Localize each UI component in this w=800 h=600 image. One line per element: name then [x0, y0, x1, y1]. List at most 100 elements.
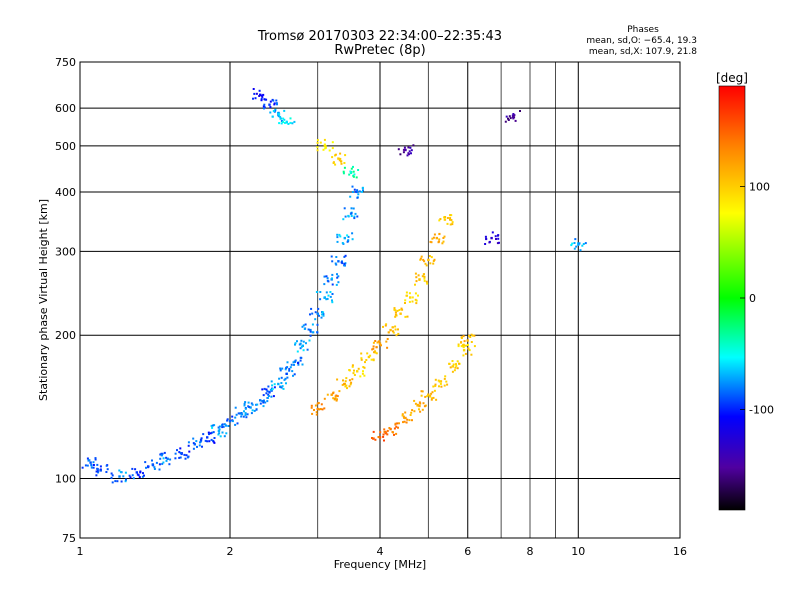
x-tick-label: 1: [77, 545, 84, 558]
data-point-scatter: [174, 457, 177, 460]
data-point-scatter: [398, 422, 400, 425]
data-point-scatter: [192, 442, 195, 445]
data-point-scatter: [272, 395, 275, 398]
x-tick-label: 8: [527, 545, 534, 558]
data-point-scatter: [241, 413, 244, 416]
data-point-scatter: [507, 117, 509, 120]
data-point-scatter: [331, 141, 334, 144]
data-point-scatter: [330, 255, 333, 258]
data-point: [330, 393, 333, 396]
data-point-scatter: [579, 249, 582, 252]
data-point: [118, 475, 121, 478]
data-point-scatter: [411, 409, 414, 412]
data-point-scatter: [289, 121, 292, 124]
data-point-scatter: [353, 374, 356, 376]
data-point-scatter: [434, 383, 437, 386]
data-point-scatter: [457, 343, 460, 346]
data-point-scatter: [450, 214, 453, 217]
data-point-scatter: [452, 363, 455, 366]
data-point-scatter: [446, 217, 449, 219]
data-point-scatter: [179, 447, 182, 450]
data-point-scatter: [309, 330, 312, 333]
data-point-scatter: [262, 93, 265, 96]
data-point-scatter: [310, 406, 313, 409]
data-point-scatter: [408, 419, 411, 422]
data-point-scatter: [309, 334, 312, 337]
data-point-scatter: [297, 363, 300, 366]
data-point-scatter: [331, 299, 333, 302]
data-point-scatter: [331, 156, 334, 159]
data-point-scatter: [335, 256, 338, 258]
data-point-scatter: [382, 325, 384, 328]
data-point-scatter: [395, 425, 398, 428]
data-point-scatter: [255, 408, 258, 411]
data-point-scatter: [473, 345, 476, 348]
data-point-scatter: [179, 452, 182, 455]
data-point-scatter: [134, 468, 137, 471]
data-point-scatter: [300, 345, 303, 348]
data-point-scatter: [186, 456, 189, 459]
data-point: [309, 328, 312, 332]
data-point-scatter: [372, 345, 375, 348]
data-point-scatter: [337, 281, 340, 284]
data-point-scatter: [179, 456, 182, 459]
data-point-scatter: [325, 298, 328, 301]
data-point-scatter: [221, 431, 224, 434]
data-point-scatter: [202, 433, 205, 436]
data-point-scatter: [383, 430, 386, 433]
data-point-scatter: [211, 426, 214, 429]
data-point-scatter: [88, 459, 91, 462]
data-point: [239, 412, 242, 415]
data-point: [451, 365, 454, 368]
data-point: [439, 380, 443, 383]
data-point-scatter: [491, 231, 494, 234]
data-point-scatter: [325, 291, 328, 294]
data-point-scatter: [432, 396, 435, 399]
data-point-scatter: [263, 98, 266, 101]
data-point: [378, 342, 382, 345]
data-point-scatter: [243, 402, 246, 405]
data-point-scatter: [425, 264, 428, 267]
data-point-scatter: [178, 451, 181, 454]
data-point-scatter: [462, 354, 465, 357]
data-point-scatter: [293, 373, 296, 376]
data-point-scatter: [92, 466, 95, 469]
data-point-scatter: [317, 402, 320, 404]
data-point-scatter: [331, 277, 333, 280]
data-point-scatter: [201, 445, 203, 448]
data-point: [490, 236, 493, 240]
data-point-scatter: [92, 461, 95, 464]
data-point-scatter: [405, 294, 408, 297]
data-point-scatter: [571, 242, 574, 245]
axis-ticks: 1 2 4 6 8 10 16 75 100 200 300 400 500 600 750: [55, 56, 687, 558]
data-point-scatter: [207, 431, 210, 434]
data-point-scatter: [353, 173, 356, 176]
data-point-scatter: [331, 147, 334, 150]
data-point-scatter: [163, 451, 166, 454]
data-point-scatter: [281, 385, 284, 388]
data-point-scatter: [259, 402, 262, 405]
data-point-scatter: [319, 298, 322, 301]
data-point-scatter: [333, 397, 336, 400]
data-point-scatter: [110, 472, 113, 475]
data-point-scatter: [301, 325, 304, 328]
data-point-scatter: [339, 157, 342, 160]
data-point-scatter: [317, 307, 320, 310]
data-point-scatter: [398, 309, 401, 311]
data-point-scatter: [99, 469, 102, 472]
data-point-scatter: [120, 480, 123, 483]
data-point-scatter: [353, 188, 356, 191]
data-point-scatter: [417, 274, 420, 277]
data-point-scatter: [507, 119, 510, 121]
data-point-scatter: [346, 234, 349, 237]
data-point-scatter: [473, 334, 476, 337]
data-point-scatter: [111, 481, 114, 484]
data-point-scatter: [400, 307, 403, 310]
data-point-scatter: [356, 189, 359, 192]
data-point-scatter: [363, 374, 366, 377]
data-point: [435, 236, 438, 240]
data-point-scatter: [337, 275, 340, 278]
data-point-scatter: [360, 358, 363, 361]
data-point-scatter: [242, 415, 245, 418]
data-point-scatter: [494, 235, 497, 238]
